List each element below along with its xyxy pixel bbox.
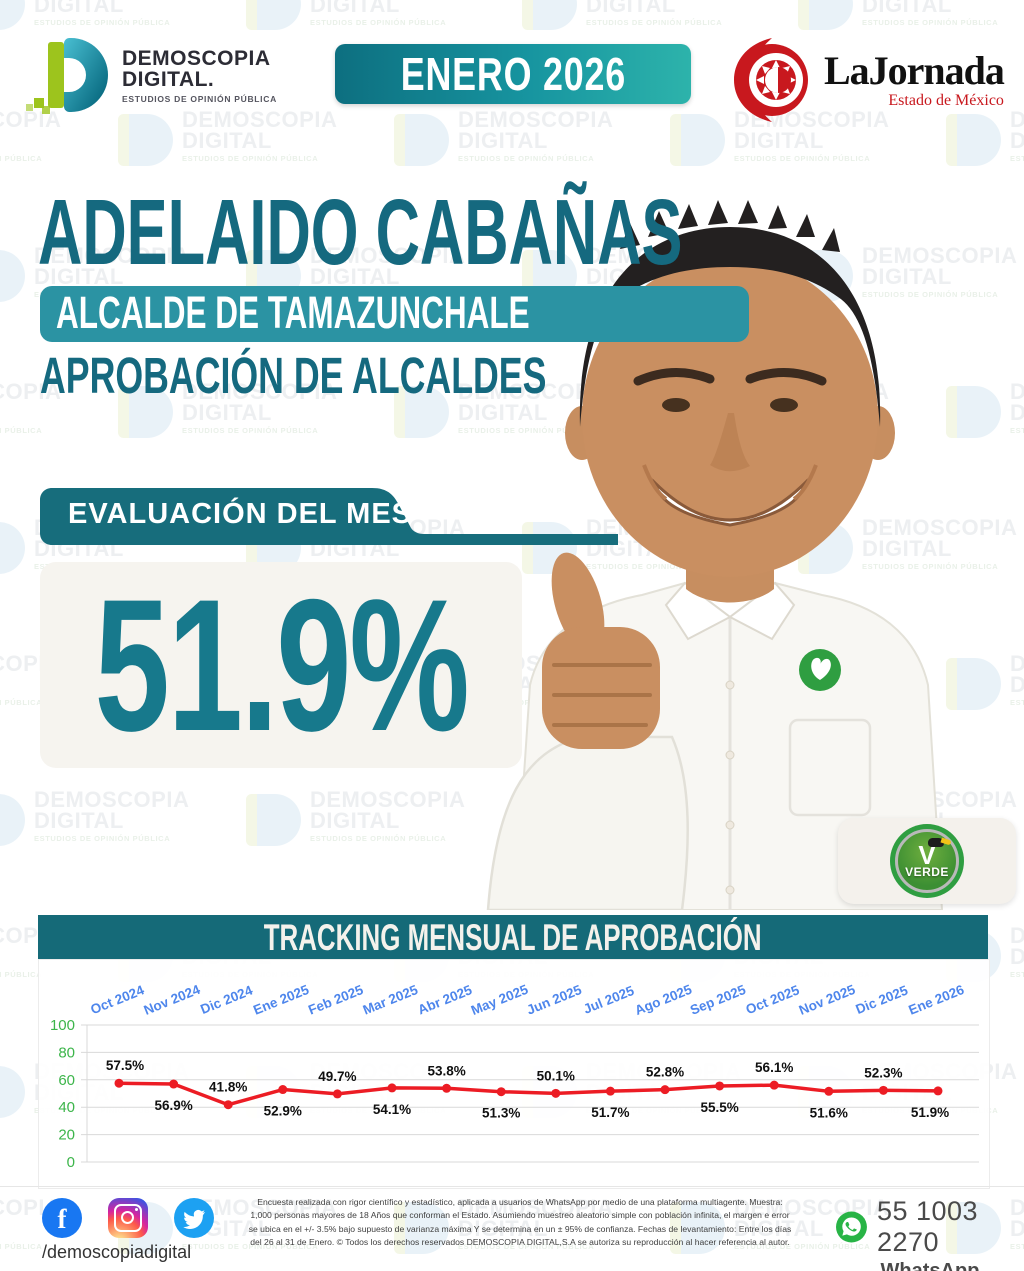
lajornada-sun-icon xyxy=(734,38,808,122)
social-icons: f xyxy=(42,1198,214,1238)
evaluation-banner xyxy=(40,488,618,545)
svg-text:Ene 2025: Ene 2025 xyxy=(251,982,311,1018)
lajornada-region: Estado de México xyxy=(888,92,1004,109)
whatsapp-number: 55 1003 2270 xyxy=(876,1196,979,1257)
brand-subtitle: DIGITAL. xyxy=(122,68,215,92)
whatsapp-icon xyxy=(836,1211,867,1243)
svg-text:57.5%: 57.5% xyxy=(106,1058,144,1073)
subject-role-badge: ALCALDE DE TAMAZUNCHALE xyxy=(40,286,749,342)
svg-text:Abr 2025: Abr 2025 xyxy=(416,982,475,1017)
svg-text:0: 0 xyxy=(67,1154,75,1171)
verde-v-glyph: V xyxy=(918,839,936,870)
subject-name: ADELAIDO CABAÑAS xyxy=(38,180,683,284)
toucan-icon xyxy=(928,838,944,847)
svg-text:Ago 2025: Ago 2025 xyxy=(633,981,695,1018)
svg-text:Nov 2025: Nov 2025 xyxy=(797,982,858,1018)
period-banner: ENERO 2026 xyxy=(335,44,691,104)
approval-value-card: 51.9% xyxy=(40,560,522,770)
svg-text:100: 100 xyxy=(50,1017,75,1034)
lajornada-name: LaJornada xyxy=(824,48,1005,93)
tracking-chart-panel: 0 20 40 60 80 100 Oct 2024 Nov 2024 Dic 2024 Ene … xyxy=(38,959,990,1189)
demoscopia-logo: DEMOSCOPIA DIGITAL. ESTUDIOS DE OPINIÓN … xyxy=(26,36,277,116)
svg-text:55.5%: 55.5% xyxy=(700,1100,738,1115)
svg-text:41.8%: 41.8% xyxy=(209,1080,247,1095)
svg-text:52.3%: 52.3% xyxy=(864,1065,902,1080)
subject-role-label: ALCALDE DE TAMAZUNCHALE xyxy=(56,287,530,338)
svg-text:Ene 2026: Ene 2026 xyxy=(906,982,966,1018)
evaluation-label: EVALUACIÓN DEL MES xyxy=(68,498,413,530)
svg-text:60: 60 xyxy=(58,1072,75,1089)
svg-text:May 2025: May 2025 xyxy=(469,981,531,1018)
svg-text:54.1%: 54.1% xyxy=(373,1102,411,1117)
svg-text:20: 20 xyxy=(58,1127,75,1144)
demoscopia-d-icon xyxy=(26,36,110,116)
whatsapp-label: WhatsApp xyxy=(880,1260,980,1271)
footer-divider xyxy=(0,1186,1024,1187)
lajornada-logo: LaJornada Estado de México xyxy=(726,34,1005,126)
period-label: ENERO 2026 xyxy=(400,48,626,100)
svg-text:Sep 2025: Sep 2025 xyxy=(688,982,748,1018)
svg-text:51.6%: 51.6% xyxy=(810,1105,848,1120)
svg-text:80: 80 xyxy=(58,1044,75,1061)
instagram-icon[interactable] xyxy=(108,1198,148,1238)
tracking-banner: TRACKING MENSUAL DE APROBACIÓN xyxy=(38,915,988,959)
section-title: APROBACIÓN DE ALCALDES xyxy=(40,347,547,404)
svg-text:51.7%: 51.7% xyxy=(591,1105,629,1120)
approval-value: 51.9% xyxy=(94,560,469,770)
svg-text:Oct 2024: Oct 2024 xyxy=(88,982,146,1017)
brand-tagline: ESTUDIOS DE OPINIÓN PÚBLICA xyxy=(122,94,277,105)
svg-text:Dic 2025: Dic 2025 xyxy=(854,982,911,1017)
svg-text:56.1%: 56.1% xyxy=(755,1060,793,1075)
svg-text:50.1%: 50.1% xyxy=(537,1068,575,1083)
svg-text:49.7%: 49.7% xyxy=(318,1069,356,1084)
svg-text:Oct 2025: Oct 2025 xyxy=(744,982,802,1017)
twitter-icon[interactable] xyxy=(174,1198,214,1238)
svg-text:51.9%: 51.9% xyxy=(911,1105,949,1120)
whatsapp-contact[interactable]: 55 1003 2270 WhatsApp xyxy=(836,1196,1024,1271)
svg-text:Jul 2025: Jul 2025 xyxy=(581,983,636,1017)
svg-text:51.3%: 51.3% xyxy=(482,1106,520,1121)
brand-title: DEMOSCOPIA xyxy=(122,47,271,71)
party-card: V VERDE xyxy=(838,818,1016,904)
svg-text:Nov 2024: Nov 2024 xyxy=(142,982,203,1018)
svg-text:Jun 2025: Jun 2025 xyxy=(525,982,585,1018)
svg-text:56.9%: 56.9% xyxy=(154,1098,192,1113)
partido-verde-icon: V VERDE xyxy=(890,824,964,898)
svg-text:Mar 2025: Mar 2025 xyxy=(361,982,421,1018)
party-name: VERDE xyxy=(905,865,949,880)
svg-text:40: 40 xyxy=(58,1099,75,1116)
tracking-title: TRACKING MENSUAL DE APROBACIÓN xyxy=(264,916,762,958)
facebook-icon[interactable]: f xyxy=(42,1198,82,1238)
svg-text:53.8%: 53.8% xyxy=(427,1063,465,1078)
svg-text:52.9%: 52.9% xyxy=(264,1104,302,1119)
mayor-photo xyxy=(486,200,944,910)
svg-text:Dic 2024: Dic 2024 xyxy=(198,982,255,1017)
svg-text:Feb 2025: Feb 2025 xyxy=(306,982,366,1018)
social-handle[interactable]: /demoscopiadigital xyxy=(42,1242,192,1262)
methodology-disclaimer: Encuesta realizada con rigor científico … xyxy=(248,1197,792,1247)
svg-text:52.8%: 52.8% xyxy=(646,1065,684,1080)
